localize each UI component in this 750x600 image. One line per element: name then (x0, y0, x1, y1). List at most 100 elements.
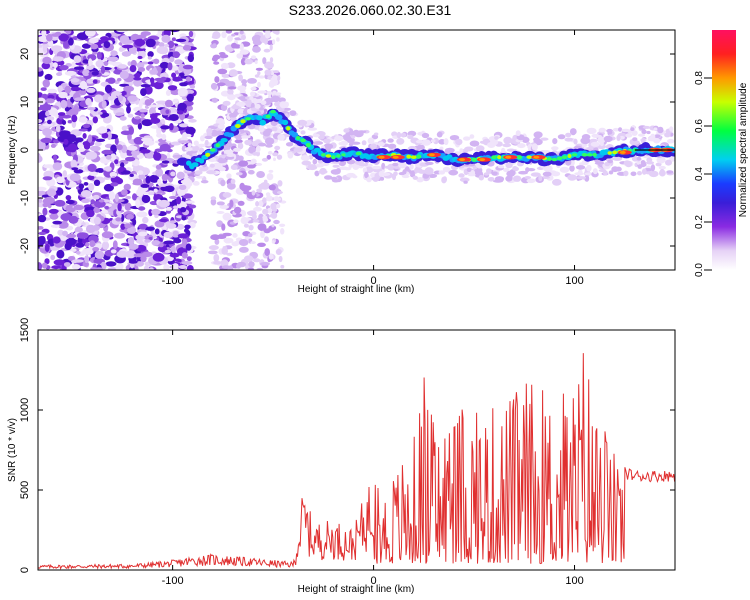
noise-blob (272, 152, 279, 157)
noise-blob (38, 97, 46, 106)
noise-blob (260, 262, 270, 266)
noise-blob (264, 248, 271, 257)
noise-blob (127, 113, 134, 118)
ridge-halo (524, 176, 532, 179)
ridge-mark (406, 154, 412, 159)
noise-blob (127, 226, 137, 234)
ridge-halo (515, 130, 521, 137)
noise-blob (229, 81, 236, 87)
ridge-halo (252, 98, 258, 105)
ridge-mark (205, 152, 211, 157)
noise-blob (255, 67, 263, 71)
ridge-halo (272, 90, 277, 96)
noise-blob (108, 191, 115, 201)
noise-blob (210, 198, 217, 206)
noise-blob (107, 77, 116, 84)
ridge-halo (543, 165, 553, 172)
ridge-halo (650, 164, 656, 172)
ridge-halo (646, 157, 653, 163)
noise-blob (120, 170, 131, 175)
ridge-halo (589, 138, 598, 143)
noise-blob (57, 85, 63, 93)
ridge-halo (300, 155, 310, 161)
ridge-halo (458, 173, 465, 178)
ridge-halo (407, 134, 414, 140)
ridge-halo (650, 133, 656, 139)
noise-blob (143, 265, 150, 270)
noise-blob (239, 246, 249, 253)
ridge-halo (623, 170, 629, 177)
ridge-halo (209, 163, 215, 168)
noise-blob (227, 94, 236, 101)
noise-blob (219, 204, 229, 210)
noise-blob (88, 58, 93, 67)
ridge-halo (497, 165, 505, 169)
ridge-halo (228, 113, 238, 118)
noise-blob (45, 110, 50, 117)
ridge-halo (665, 159, 672, 166)
noise-blob (57, 60, 65, 66)
noise-blob (88, 171, 98, 176)
noise-blob (97, 168, 104, 173)
noise-blob (233, 219, 239, 224)
ridge-halo (506, 170, 516, 177)
ridge-halo (342, 134, 351, 141)
snr-frame (37, 329, 676, 571)
ridge-halo (592, 168, 598, 175)
noise-blob (208, 245, 219, 251)
noise-blob (136, 211, 148, 218)
ridge-halo (443, 138, 449, 146)
ridge-mark (220, 138, 228, 143)
noise-blob (44, 73, 53, 81)
ridge-halo (491, 171, 498, 176)
noise-blob (212, 31, 221, 39)
ridge-hotspot (619, 150, 626, 154)
noise-blob (276, 75, 281, 81)
ridge-halo (377, 142, 385, 147)
noise-blob (65, 30, 72, 35)
ridge-halo (597, 136, 606, 144)
noise-blob (260, 230, 265, 239)
noise-blob (122, 39, 134, 44)
noise-blob (101, 100, 107, 109)
noise-blob (172, 51, 180, 59)
noise-blob (170, 171, 176, 177)
ridge-halo (258, 142, 267, 147)
ridge-mark (546, 157, 552, 161)
noise-blob (133, 253, 145, 258)
ridge-halo (247, 108, 252, 114)
noise-blob (177, 102, 187, 111)
ridge-halo (184, 147, 193, 152)
noise-blob (239, 43, 244, 51)
noise-blob (52, 162, 63, 171)
ridge-halo (241, 135, 251, 139)
ridge-mark (331, 155, 336, 160)
ridge-halo (396, 131, 402, 139)
ridge-halo (503, 167, 510, 173)
noise-blob (246, 164, 256, 169)
noise-blob (52, 56, 64, 62)
ridge-halo (204, 135, 213, 140)
ridge-halo (564, 167, 570, 172)
x-tick-label: 0 (371, 275, 377, 287)
ridge-mark (235, 124, 241, 128)
noise-blob (267, 150, 273, 155)
noise-blob (104, 166, 112, 172)
noise-blob (213, 61, 220, 65)
noise-blob (123, 183, 131, 191)
ridge-halo (513, 175, 522, 182)
ridge-halo (603, 135, 613, 143)
noise-blob (251, 190, 256, 196)
noise-blob (221, 223, 226, 231)
noise-blob (107, 56, 119, 62)
noise-blob (266, 91, 272, 96)
ridge-halo (245, 96, 250, 100)
ridge-halo (421, 132, 430, 139)
noise-blob (275, 197, 282, 202)
noise-blob (168, 195, 178, 200)
noise-blob (93, 216, 101, 225)
ridge-halo (401, 174, 410, 179)
noise-blob (101, 112, 110, 118)
noise-blob (122, 125, 129, 130)
noise-blob (91, 225, 100, 231)
